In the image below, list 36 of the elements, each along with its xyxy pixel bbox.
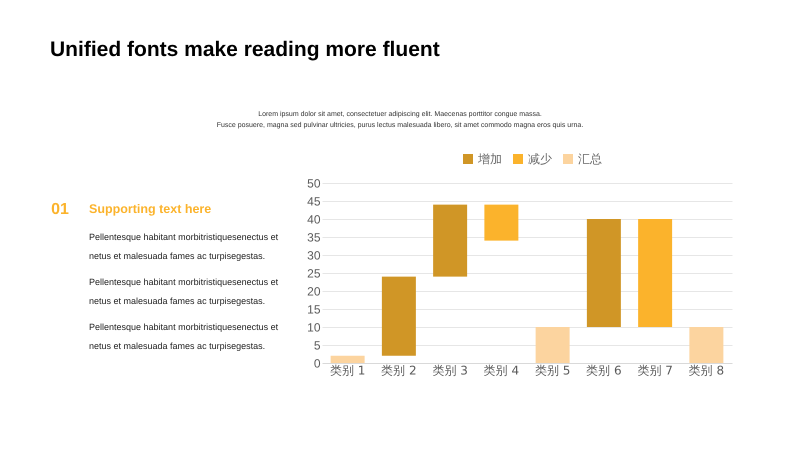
- text: Pellentesque habitant morbitristiquesenectus et netus et malesuada fames ac turpisegestas.: [89, 277, 279, 306]
- x-tick-label: 类别 6: [586, 364, 622, 378]
- legend-label: 减少: [528, 152, 552, 166]
- text: Pellentesque habitant morbitristiquesenectus et netus et malesuada fames ac turpisegestas.: [89, 232, 279, 261]
- text: 01: [51, 201, 69, 218]
- bar: [382, 276, 416, 356]
- y-tick-label: 30: [307, 248, 321, 262]
- x-tick-label: 类别 8: [688, 364, 724, 378]
- x-tick-label: 类别 5: [534, 364, 570, 378]
- x-tick-label: 类别 2: [381, 364, 417, 378]
- y-tick-label: 10: [307, 320, 321, 334]
- bar: [536, 327, 570, 363]
- y-tick-label: 0: [314, 356, 321, 370]
- x-tick-label: 类别 4: [484, 364, 520, 378]
- y-tick-label: 25: [307, 266, 321, 280]
- y-tick-label: 40: [307, 212, 321, 226]
- y-tick-label: 20: [307, 284, 321, 298]
- bar: [586, 219, 621, 327]
- y-tick-label: 45: [307, 194, 321, 208]
- chart-title: Unified fonts make reading more fluent: [50, 38, 440, 61]
- y-tick-label: 35: [307, 230, 321, 244]
- x-tick-label: 类别 3: [432, 364, 468, 378]
- y-tick-label: 15: [307, 302, 321, 316]
- bar: [330, 356, 365, 363]
- legend-label: 汇总: [578, 152, 602, 166]
- bar: [689, 327, 724, 363]
- text: Supporting text here: [89, 202, 212, 216]
- bar: [433, 204, 468, 277]
- y-tick-label: 5: [314, 338, 321, 352]
- x-tick-label: 类别 1: [330, 364, 366, 378]
- bar: [638, 219, 672, 327]
- y-tick-label: 50: [307, 176, 321, 190]
- x-tick-label: 类别 7: [637, 364, 673, 378]
- text: Pellentesque habitant morbitristiquesenectus et netus et malesuada fames ac turpisegestas.: [89, 322, 279, 351]
- bar: [484, 204, 518, 241]
- legend-label: 增加: [477, 152, 502, 166]
